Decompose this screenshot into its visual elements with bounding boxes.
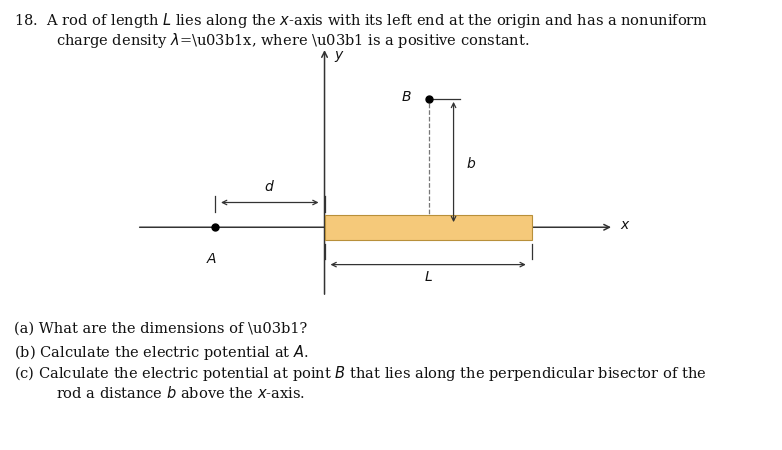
Text: $L$: $L$ [424,270,432,284]
Text: $x$: $x$ [620,218,631,232]
Text: $y$: $y$ [334,50,345,64]
Text: (a) What are the dimensions of \u03b1?: (a) What are the dimensions of \u03b1? [14,322,307,336]
Text: $b$: $b$ [466,156,476,171]
Text: rod a distance $b$ above the $x$-axis.: rod a distance $b$ above the $x$-axis. [56,385,306,401]
Text: $d$: $d$ [264,180,275,194]
Text: $B$: $B$ [400,90,411,104]
Text: charge density $\lambda$=\u03b1x, where \u03b1 is a positive constant.: charge density $\lambda$=\u03b1x, where … [56,31,529,50]
Text: (b) Calculate the electric potential at $A$.: (b) Calculate the electric potential at … [14,343,309,362]
Text: $A$: $A$ [206,252,217,266]
Text: 18.  A rod of length $L$ lies along the $x$-axis with its left end at the origin: 18. A rod of length $L$ lies along the $… [14,11,708,30]
Text: (c) Calculate the electric potential at point $B$ that lies along the perpendicu: (c) Calculate the electric potential at … [14,364,707,383]
Bar [325,215,532,240]
